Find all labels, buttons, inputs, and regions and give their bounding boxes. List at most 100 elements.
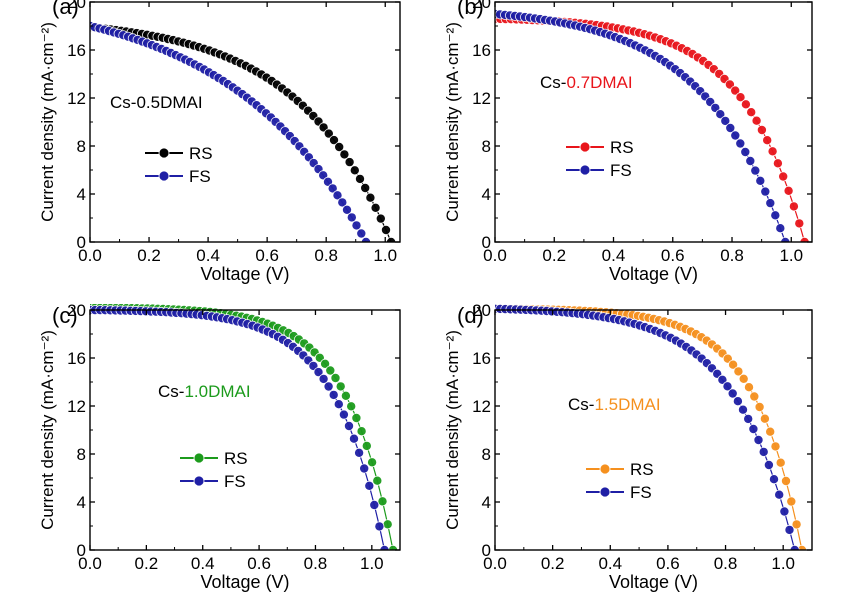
data-point-rs xyxy=(759,413,770,424)
data-point-fs xyxy=(348,433,359,444)
data-point-rs xyxy=(349,165,360,176)
sample-label-prefix: Cs- xyxy=(568,395,594,414)
plot-area xyxy=(90,304,398,550)
data-point-rs xyxy=(330,372,341,383)
data-point-rs xyxy=(346,401,357,412)
legend-label: RS xyxy=(630,460,654,479)
data-point-rs xyxy=(775,457,786,468)
y-tick-label: 20 xyxy=(67,301,86,320)
plot-area xyxy=(90,21,397,242)
sample-label-prefix: Cs-0.5DMAI xyxy=(110,93,203,112)
sample-label: Cs-0.5DMAI xyxy=(110,93,203,112)
data-point-rs xyxy=(796,545,807,550)
data-point-fs xyxy=(735,138,746,149)
chart-panel-a: 0.0 0.2 0.4 0.6 0.8 1.0 0 4 8 12 16 20 Voltage (V) Cu… xyxy=(38,0,401,284)
panel-label: (c) xyxy=(52,303,78,328)
data-point-fs xyxy=(351,220,362,231)
data-point-rs xyxy=(730,85,741,96)
data-point-fs xyxy=(341,204,352,215)
sample-label-prefix: Cs- xyxy=(540,73,566,92)
data-point-rs xyxy=(754,401,765,412)
data-point-rs xyxy=(328,135,339,146)
data-point-rs xyxy=(781,475,792,486)
y-tick-label: 8 xyxy=(77,445,86,464)
x-tick-label: 0.2 xyxy=(135,554,159,573)
data-point-fs xyxy=(722,381,733,392)
sample-label: Cs-0.7DMAI xyxy=(540,73,633,92)
sample-label-suffix: 0.7DMAI xyxy=(566,73,632,92)
y-tick-label: 4 xyxy=(482,493,491,512)
x-axis-label: Voltage (V) xyxy=(609,264,698,284)
legend-marker xyxy=(579,141,591,153)
data-point-fs xyxy=(743,413,754,424)
legend-marker xyxy=(193,475,205,487)
data-point-rs xyxy=(772,158,783,169)
data-point-fs xyxy=(374,521,385,532)
legend-entry-rs: RS xyxy=(586,460,654,479)
data-point-rs xyxy=(778,171,789,182)
sample-label-suffix: 1.0DMAI xyxy=(184,382,250,401)
data-point-rs xyxy=(344,157,355,168)
data-point-fs xyxy=(763,459,774,470)
x-tick-label: 0.6 xyxy=(247,554,271,573)
panel-label: (d) xyxy=(457,303,484,328)
data-point-fs xyxy=(356,228,367,239)
x-tick-label: 0.8 xyxy=(314,246,338,265)
legend-entry-fs: FS xyxy=(145,167,211,186)
legend-marker xyxy=(158,170,170,182)
y-tick-label: 8 xyxy=(482,137,491,156)
legend-label: FS xyxy=(630,483,652,502)
y-tick-label: 20 xyxy=(67,0,86,12)
x-tick-label: 0.2 xyxy=(541,554,565,573)
chart-panel-d: 0.0 0.2 0.4 0.6 0.8 1.0 0 4 8 12 16 20 Voltage (V) Cu… xyxy=(443,301,813,592)
legend-label: RS xyxy=(610,138,634,157)
data-point-fs xyxy=(750,165,761,176)
y-tick-label: 4 xyxy=(482,185,491,204)
data-point-fs xyxy=(769,474,780,485)
panel-label: (a) xyxy=(52,0,79,19)
plot-frame xyxy=(89,309,401,551)
legend-marker xyxy=(599,486,611,498)
data-point-rs xyxy=(762,135,773,146)
y-tick-label: 12 xyxy=(472,89,491,108)
legend-label: FS xyxy=(189,167,211,186)
data-point-rs xyxy=(786,496,797,507)
data-point-fs xyxy=(379,545,390,550)
y-tick-label: 0 xyxy=(77,233,86,252)
x-tick-label: 0.6 xyxy=(656,554,680,573)
data-point-fs xyxy=(725,123,736,134)
data-point-fs xyxy=(323,381,334,392)
legend-entry-rs: RS xyxy=(566,138,634,157)
y-axis-label: Current density (mA·cm⁻²) xyxy=(38,330,57,530)
data-point-fs xyxy=(774,489,785,500)
data-point-fs xyxy=(318,373,329,384)
data-point-rs xyxy=(360,182,371,193)
legend-marker xyxy=(158,147,170,159)
x-tick-label: 1.0 xyxy=(360,554,384,573)
legend-label: RS xyxy=(224,449,248,468)
data-point-fs xyxy=(765,198,776,209)
data-point-fs xyxy=(354,447,365,458)
data-point-fs xyxy=(745,155,756,166)
data-point-rs xyxy=(746,107,757,118)
x-tick-label: 0.0 xyxy=(78,246,102,265)
data-point-rs xyxy=(767,146,778,157)
data-point-fs xyxy=(789,545,800,550)
plot-frame xyxy=(494,309,813,551)
data-point-rs xyxy=(756,125,767,136)
plot-area xyxy=(495,304,807,550)
x-tick-label: 0.4 xyxy=(598,554,622,573)
data-point-fs xyxy=(727,388,738,399)
panel-label: (b) xyxy=(457,0,484,19)
data-point-fs xyxy=(755,175,766,186)
legend-marker xyxy=(193,452,205,464)
data-point-rs xyxy=(367,457,378,468)
data-point-fs xyxy=(770,210,781,221)
data-point-rs xyxy=(320,358,331,369)
y-tick-label: 0 xyxy=(77,541,86,560)
data-point-rs xyxy=(365,192,376,203)
data-point-fs xyxy=(760,186,771,197)
y-tick-label: 12 xyxy=(67,89,86,108)
x-tick-label: 1.0 xyxy=(771,554,795,573)
data-point-fs xyxy=(343,420,354,431)
